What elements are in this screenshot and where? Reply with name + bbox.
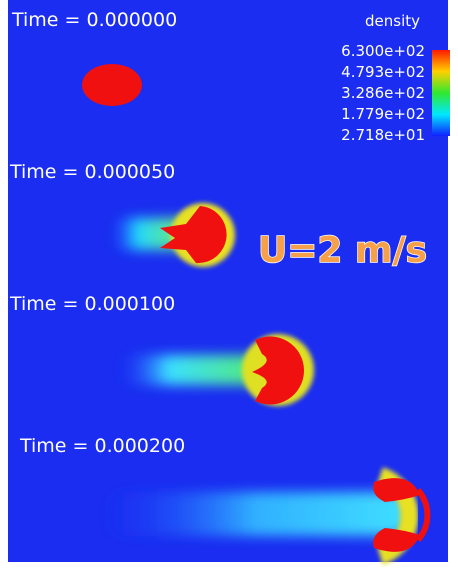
droplet xyxy=(82,64,142,106)
legend-label: 6.300e+02 xyxy=(341,42,425,60)
legend-label: 4.793e+02 xyxy=(341,63,425,81)
time-label: Time = 0.000050 xyxy=(9,161,175,183)
colorbar xyxy=(432,50,450,136)
wake xyxy=(100,492,410,536)
simulation-figure: Time = 0.000000 Time = 0.000050 Time = 0… xyxy=(0,0,458,571)
time-label: Time = 0.000000 xyxy=(11,9,177,31)
legend-title: density xyxy=(365,12,420,30)
legend-label: 1.779e+02 xyxy=(341,105,425,123)
time-label: Time = 0.000100 xyxy=(9,293,175,315)
time-label: Time = 0.000200 xyxy=(19,435,185,457)
velocity-annotation: U=2 m/s xyxy=(258,230,427,271)
legend-label: 3.286e+02 xyxy=(341,84,425,102)
legend-label: 2.718e+01 xyxy=(341,126,425,144)
